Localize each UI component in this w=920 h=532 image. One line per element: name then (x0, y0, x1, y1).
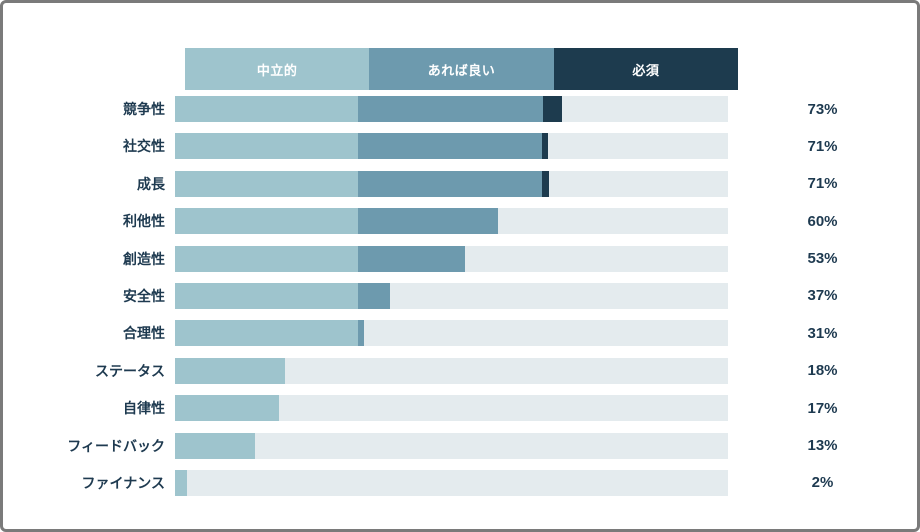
total-percent-label: 18% (807, 362, 838, 380)
legend-item-neutral: 中立的 (185, 48, 370, 90)
bar-track (175, 432, 728, 459)
bar-segment-neutral (175, 133, 359, 160)
legend-item-nice-to-have: あれば良い (369, 48, 554, 90)
bar-row: 成長 71% (3, 170, 917, 197)
bar-track (175, 320, 728, 347)
category-label: フィードバック (67, 437, 165, 454)
category-label: 安全性 (123, 287, 165, 304)
bar-track (175, 170, 728, 197)
bar-track (175, 282, 728, 309)
total-percent-label: 13% (807, 437, 838, 455)
bar-segment-nice-to-have (358, 282, 391, 309)
legend-label-nice-to-have: あれば良い (427, 62, 496, 78)
category-label: 競争性 (123, 101, 165, 117)
total-percent-label: 2% (811, 474, 834, 492)
bar-segment-neutral (175, 395, 279, 422)
bar-segment-neutral (175, 432, 256, 459)
category-label: ステータス (95, 362, 165, 379)
bar-track (175, 133, 728, 160)
bar-segment-neutral (175, 245, 359, 272)
bar-row: 自律性 17% (3, 395, 917, 422)
category-label: 社交性 (123, 138, 165, 155)
bar-segment-must (542, 170, 550, 197)
bar-segment-neutral (175, 96, 359, 122)
bar-segment-nice-to-have (358, 208, 498, 235)
legend-label-neutral: 中立的 (256, 62, 298, 78)
category-label: 自律性 (123, 400, 165, 417)
bar-row: ステータス 18% (3, 357, 917, 384)
bar-segment-nice-to-have (358, 96, 544, 122)
bar-segment-nice-to-have (358, 170, 543, 197)
bar-segment-neutral (175, 282, 359, 309)
bar-segment-must (543, 96, 562, 122)
bar-rows: 競争性 73% 社交性 71% 成長 71 (3, 96, 917, 496)
bar-segment-neutral (175, 320, 359, 347)
total-percent-label: 71% (807, 175, 838, 193)
total-percent-label: 31% (807, 324, 838, 342)
bar-segment-must (542, 133, 549, 160)
total-percent-label: 17% (807, 399, 838, 417)
category-label: ファイナンス (81, 474, 165, 491)
bar-segment-neutral (175, 208, 359, 235)
bar-track (175, 245, 728, 272)
bar-segment-nice-to-have (358, 320, 365, 347)
total-percent-label: 71% (807, 137, 838, 155)
bar-segment-nice-to-have (358, 245, 465, 272)
category-label: 利他性 (123, 213, 165, 230)
legend-item-must: 必須 (553, 48, 738, 90)
bar-segment-neutral (175, 170, 359, 197)
bar-row: 社交性 71% (3, 133, 917, 160)
legend-label-must: 必須 (632, 62, 660, 78)
bar-row: 創造性 53% (3, 245, 917, 272)
total-percent-label: 73% (807, 100, 838, 118)
bar-segment-neutral (175, 469, 188, 496)
category-label: 合理性 (123, 325, 165, 342)
bar-track (175, 395, 728, 422)
bar-track (175, 357, 728, 384)
bar-row: フィードバック 13% (3, 432, 917, 459)
bar-row: 競争性 73% (3, 96, 917, 122)
bar-track (175, 96, 728, 122)
bar-row: 安全性 37% (3, 282, 917, 309)
legend-header: 中立的 あれば良い 必須 (185, 48, 738, 90)
total-percent-label: 60% (807, 212, 838, 230)
bar-row: 利他性 60% (3, 208, 917, 235)
total-percent-label: 37% (807, 287, 838, 305)
bar-row: ファイナンス 2% (3, 469, 917, 496)
bar-track (175, 208, 728, 235)
bar-row: 合理性 31% (3, 320, 917, 347)
bar-track (175, 469, 728, 496)
bar-segment-nice-to-have (358, 133, 543, 160)
category-label: 成長 (137, 175, 165, 192)
total-percent-label: 53% (807, 250, 838, 268)
bar-segment-neutral (175, 357, 286, 384)
category-label: 創造性 (123, 250, 165, 267)
